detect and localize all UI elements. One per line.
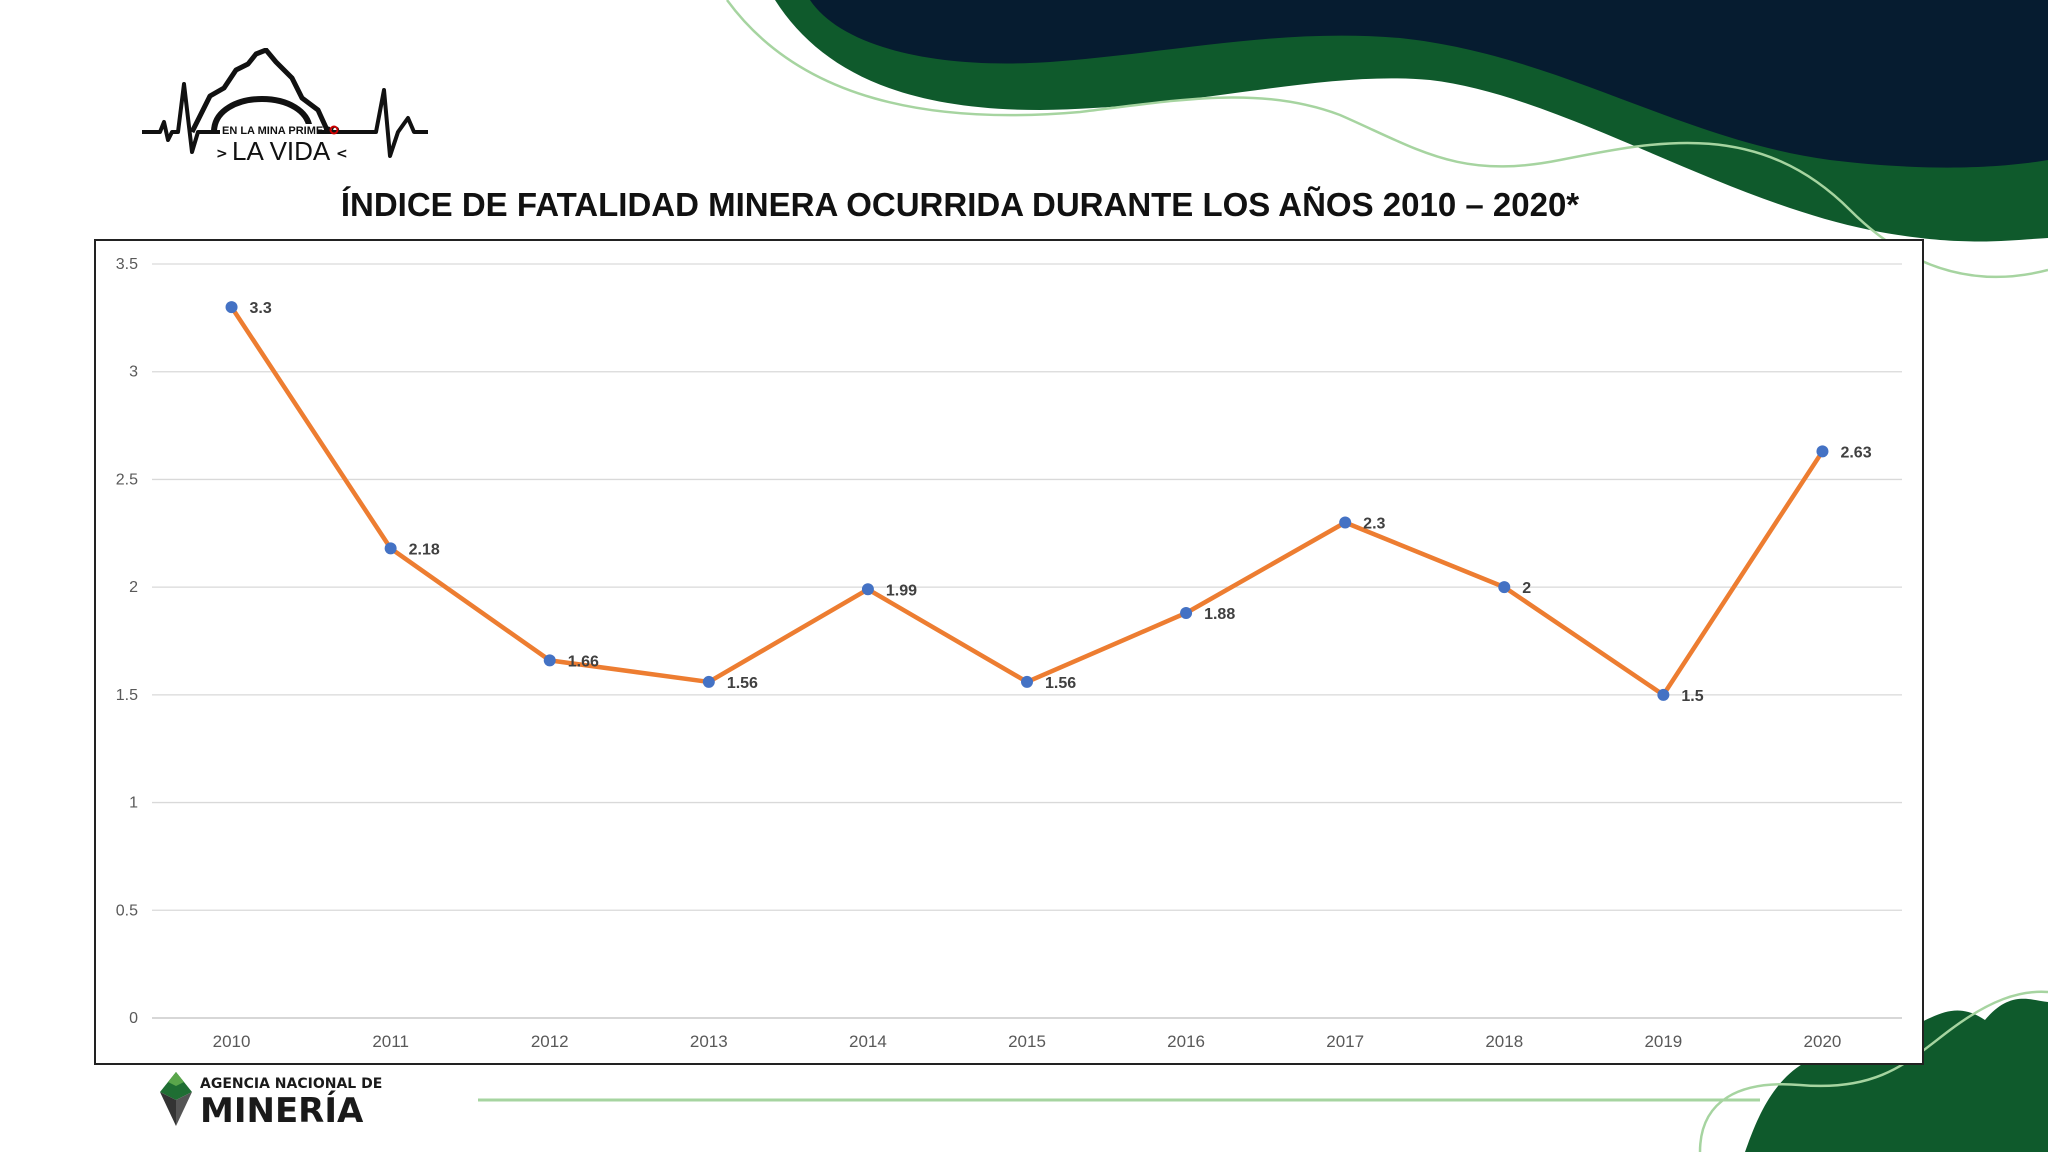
data-point xyxy=(861,583,874,596)
x-tick-label: 2010 xyxy=(213,1032,251,1051)
x-tick-label: 2011 xyxy=(372,1032,409,1051)
data-point xyxy=(1816,445,1829,458)
data-label: 1.66 xyxy=(568,653,599,670)
y-tick-label: 3 xyxy=(129,364,138,381)
data-point xyxy=(1339,516,1352,529)
y-tick-label: 0.5 xyxy=(116,902,138,919)
tunnel-arch xyxy=(211,96,313,133)
logo-big-text: LA VIDA xyxy=(232,136,331,166)
series-line xyxy=(229,305,1825,698)
logo-red-dot xyxy=(329,125,339,135)
data-point xyxy=(1498,581,1511,594)
mountain-outline xyxy=(189,48,331,134)
logo-small-text: EN LA MINA PRIMERO xyxy=(222,125,340,137)
data-label: 2 xyxy=(1522,580,1531,597)
data-label: 1.56 xyxy=(727,675,758,692)
y-tick-label: 1 xyxy=(129,795,138,812)
top-navy-wave xyxy=(810,0,2048,168)
data-point xyxy=(1021,675,1033,688)
y-tick-label: 3.5 xyxy=(116,256,138,273)
heartbeat-line xyxy=(142,82,428,158)
agency-line2: MINERÍA xyxy=(200,1090,364,1130)
x-tick-label: 2015 xyxy=(1008,1032,1046,1051)
x-tick-label: 2013 xyxy=(690,1032,728,1051)
data-label: 1.5 xyxy=(1681,688,1703,705)
data-point xyxy=(384,542,397,555)
logo-arrow-left: > xyxy=(216,146,228,162)
data-point xyxy=(1657,688,1670,701)
chart-title: ÍNDICE DE FATALIDAD MINERA OCURRIDA DURA… xyxy=(340,186,1580,223)
data-label: 3.3 xyxy=(250,300,272,317)
y-tick-label: 2.5 xyxy=(116,471,138,488)
bottom-light-curve xyxy=(1698,990,2048,1152)
data-label: 1.99 xyxy=(886,582,917,599)
x-tick-label: 2019 xyxy=(1644,1032,1682,1051)
data-label: 2.18 xyxy=(409,541,440,558)
agency-line1: AGENCIA NACIONAL DE xyxy=(200,1076,382,1092)
x-tick-label: 2016 xyxy=(1167,1032,1205,1051)
y-tick-label: 2 xyxy=(129,579,138,596)
y-tick-label: 1.5 xyxy=(116,687,138,704)
y-tick-label: 0 xyxy=(129,1010,138,1027)
data-label: 1.56 xyxy=(1045,675,1076,692)
logo-arrow-right: < xyxy=(336,146,348,162)
x-tick-label: 2020 xyxy=(1804,1032,1842,1051)
data-point xyxy=(1180,606,1193,619)
data-label: 2.63 xyxy=(1840,444,1871,461)
mineria-diamond-icon xyxy=(160,1072,192,1126)
agencia-nacional-mineria-logo: AGENCIA NACIONAL DE MINERÍA xyxy=(160,1072,382,1130)
data-point xyxy=(702,675,715,688)
data-point xyxy=(543,654,556,667)
x-tick-label: 2014 xyxy=(849,1032,887,1051)
data-label: 2.3 xyxy=(1363,516,1385,533)
bottom-green-wave xyxy=(1745,998,2048,1152)
top-light-curve xyxy=(725,0,2048,279)
x-tick-label: 2018 xyxy=(1485,1032,1523,1051)
line-chart: 0 0.5 1 1.5 2 2.5 3 3.5 2010 2011 2012 2013 2014 2015… xyxy=(116,256,1902,1051)
x-tick-label: 2012 xyxy=(531,1032,569,1051)
data-label: 1.88 xyxy=(1204,606,1235,623)
x-tick-label: 2017 xyxy=(1326,1032,1364,1051)
chart-area: 0 0.5 1 1.5 2 2.5 3 3.5 2010 2011 2012 2013 2014 2015… xyxy=(94,239,1924,1065)
en-la-mina-logo: EN LA MINA PRIMERO > LA VIDA < xyxy=(142,48,428,166)
data-point xyxy=(225,301,238,314)
